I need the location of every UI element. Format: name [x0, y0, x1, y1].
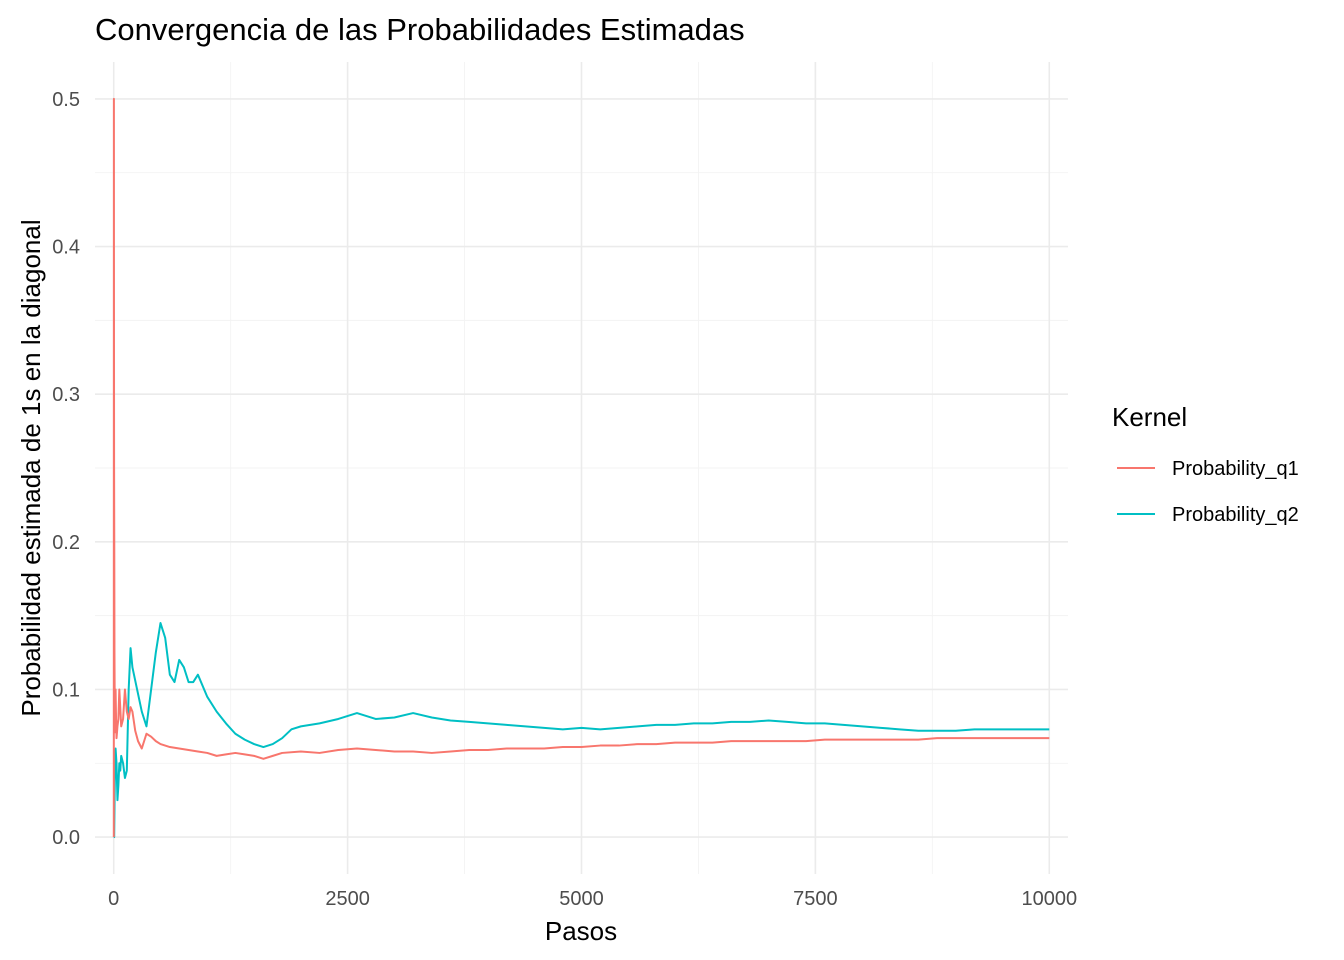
y-tick-label: 0.0 [52, 827, 80, 849]
legend-title: Kernel [1112, 402, 1187, 432]
y-tick-label: 0.3 [52, 384, 80, 406]
y-axis-title: Probabilidad estimada de 1s en la diagon… [16, 219, 46, 716]
plot-lines [112, 97, 1050, 839]
series-line-probability-q1 [112, 97, 1050, 838]
x-tick-label: 7500 [793, 888, 838, 910]
x-axis-title: Pasos [545, 916, 617, 946]
x-tick-label: 2500 [325, 888, 370, 910]
y-tick-label: 0.1 [52, 679, 80, 701]
legend-label-probability-q2: Probability_q2 [1172, 504, 1299, 526]
x-tick-label: 5000 [559, 888, 604, 910]
x-axis-ticks: 0 2500 5000 7500 10000 [108, 888, 1077, 910]
series-line-probability-q2 [113, 622, 1050, 839]
y-axis-ticks: 0.0 0.1 0.2 0.3 0.4 0.5 [52, 89, 80, 849]
legend: Kernel Probability_q1 Probability_q2 [1112, 402, 1299, 526]
y-tick-label: 0.5 [52, 89, 80, 111]
y-tick-label: 0.4 [52, 237, 80, 259]
x-tick-label: 0 [108, 888, 119, 910]
legend-label-probability-q1: Probability_q1 [1172, 458, 1299, 480]
x-tick-label: 10000 [1021, 888, 1077, 910]
chart-title: Convergencia de las Probabilidades Estim… [95, 12, 745, 47]
grid [95, 62, 1068, 874]
y-tick-label: 0.2 [52, 532, 80, 554]
